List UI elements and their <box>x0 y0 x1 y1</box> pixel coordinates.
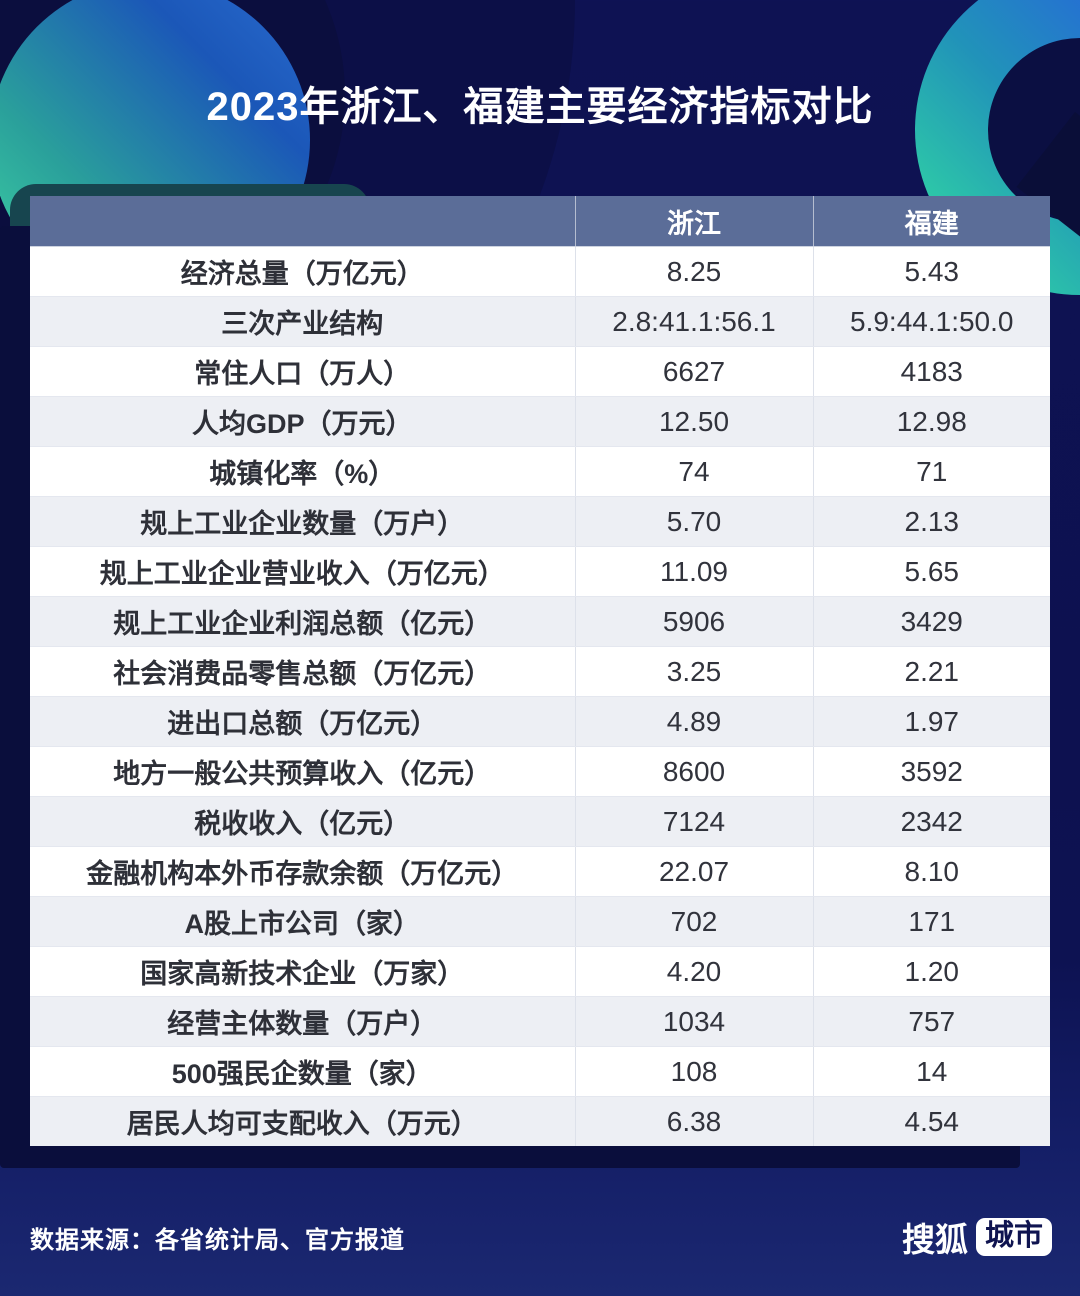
indicator-label: 进出口总额（万亿元） <box>30 696 576 747</box>
header-zhejiang: 浙江 <box>575 196 814 247</box>
fujian-value: 2342 <box>813 796 1050 847</box>
sohu-city-logo: 搜狐 城市 <box>902 1213 1052 1261</box>
fujian-value: 5.43 <box>813 246 1050 297</box>
page-title: 2023年浙江、福建主要经济指标对比 <box>206 85 874 129</box>
table-body: 经济总量（万亿元） 8.25 5.43 三次产业结构 2.8:41.1:56.1 5.9:… <box>30 246 1050 1146</box>
comparison-table-wrapper: 浙江 福建 经济总量（万亿元） 8.25 5.43 三次产业结构 2.8:41.1:56… <box>0 196 1050 1168</box>
table-row: 居民人均可支配收入（万元） 6.38 4.54 <box>30 1096 1050 1146</box>
table-row: 经营主体数量（万户） 1034 757 <box>30 996 1050 1047</box>
zhejiang-value: 11.09 <box>575 546 814 597</box>
fujian-value: 12.98 <box>813 396 1050 447</box>
indicator-label: 规上工业企业数量（万户） <box>30 496 576 547</box>
fujian-value: 71 <box>813 446 1050 497</box>
zhejiang-value: 7124 <box>575 796 814 847</box>
table-row: 进出口总额（万亿元） 4.89 1.97 <box>30 696 1050 747</box>
table-row: 城镇化率（%） 74 71 <box>30 446 1050 497</box>
table-row: 地方一般公共预算收入（亿元） 8600 3592 <box>30 746 1050 797</box>
zhejiang-value: 3.25 <box>575 646 814 697</box>
zhejiang-value: 6627 <box>575 346 814 397</box>
zhejiang-value: 4.20 <box>575 946 814 997</box>
table-row: 三次产业结构 2.8:41.1:56.1 5.9:44.1:50.0 <box>30 296 1050 347</box>
table-row: A股上市公司（家） 702 171 <box>30 896 1050 947</box>
indicator-label: 规上工业企业利润总额（亿元） <box>30 596 576 647</box>
indicator-label: 城镇化率（%） <box>30 446 576 497</box>
fujian-value: 8.10 <box>813 846 1050 897</box>
fujian-value: 5.65 <box>813 546 1050 597</box>
fujian-value: 2.13 <box>813 496 1050 547</box>
indicator-label: 500强民企数量（家） <box>30 1046 576 1097</box>
comparison-table: 浙江 福建 经济总量（万亿元） 8.25 5.43 三次产业结构 2.8:41.1:56… <box>30 196 1050 1146</box>
header-fujian: 福建 <box>813 196 1050 247</box>
zhejiang-value: 108 <box>575 1046 814 1097</box>
table-row: 国家高新技术企业（万家） 4.20 1.20 <box>30 946 1050 997</box>
indicator-label: 金融机构本外币存款余额（万亿元） <box>30 846 576 897</box>
indicator-label: 税收收入（亿元） <box>30 796 576 847</box>
table-row: 税收收入（亿元） 7124 2342 <box>30 796 1050 847</box>
zhejiang-value: 702 <box>575 896 814 947</box>
indicator-label: 规上工业企业营业收入（万亿元） <box>30 546 576 597</box>
footer: 数据来源：各省统计局、官方报道 搜狐 城市 <box>30 1208 1052 1266</box>
table-header-row: 浙江 福建 <box>30 196 1050 247</box>
indicator-label: 人均GDP（万元） <box>30 396 576 447</box>
indicator-label: 地方一般公共预算收入（亿元） <box>30 746 576 797</box>
zhejiang-value: 4.89 <box>575 696 814 747</box>
indicator-label: 常住人口（万人） <box>30 346 576 397</box>
table-row: 规上工业企业营业收入（万亿元） 11.09 5.65 <box>30 546 1050 597</box>
fujian-value: 14 <box>813 1046 1050 1097</box>
fujian-value: 4.54 <box>813 1096 1050 1146</box>
zhejiang-value: 5.70 <box>575 496 814 547</box>
table-row: 社会消费品零售总额（万亿元） 3.25 2.21 <box>30 646 1050 697</box>
zhejiang-value: 74 <box>575 446 814 497</box>
table-row: 规上工业企业利润总额（亿元） 5906 3429 <box>30 596 1050 647</box>
sohu-logo-text: 搜狐 <box>901 1221 968 1258</box>
indicator-label: 国家高新技术企业（万家） <box>30 946 576 997</box>
fujian-value: 2.21 <box>813 646 1050 697</box>
zhejiang-value: 6.38 <box>575 1096 814 1146</box>
indicator-label: 居民人均可支配收入（万元） <box>30 1096 576 1146</box>
zhejiang-value: 5906 <box>575 596 814 647</box>
fujian-value: 1.20 <box>813 946 1050 997</box>
indicator-label: A股上市公司（家） <box>30 896 576 947</box>
indicator-label: 社会消费品零售总额（万亿元） <box>30 646 576 697</box>
table-row: 规上工业企业数量（万户） 5.70 2.13 <box>30 496 1050 547</box>
zhejiang-value: 8600 <box>575 746 814 797</box>
table-row: 人均GDP（万元） 12.50 12.98 <box>30 396 1050 447</box>
zhejiang-value: 8.25 <box>575 246 814 297</box>
fujian-value: 171 <box>813 896 1050 947</box>
indicator-label: 经营主体数量（万户） <box>30 996 576 1047</box>
fujian-value: 3592 <box>813 746 1050 797</box>
table-row: 经济总量（万亿元） 8.25 5.43 <box>30 246 1050 297</box>
fujian-value: 4183 <box>813 346 1050 397</box>
fujian-value: 3429 <box>813 596 1050 647</box>
indicator-label: 经济总量（万亿元） <box>30 246 576 297</box>
indicator-label: 三次产业结构 <box>30 296 576 347</box>
header-indicator <box>30 196 576 247</box>
table-row: 500强民企数量（家） 108 14 <box>30 1046 1050 1097</box>
zhejiang-value: 12.50 <box>575 396 814 447</box>
fujian-value: 5.9:44.1:50.0 <box>813 296 1050 347</box>
zhejiang-value: 22.07 <box>575 846 814 897</box>
fujian-value: 1.97 <box>813 696 1050 747</box>
zhejiang-value: 2.8:41.1:56.1 <box>575 296 814 347</box>
data-source-text: 数据来源：各省统计局、官方报道 <box>30 1226 405 1254</box>
table-row: 常住人口（万人） 6627 4183 <box>30 346 1050 397</box>
zhejiang-value: 1034 <box>575 996 814 1047</box>
fujian-value: 757 <box>813 996 1050 1047</box>
city-logo-badge: 城市 <box>975 1218 1052 1256</box>
table-row: 金融机构本外币存款余额（万亿元） 22.07 8.10 <box>30 846 1050 897</box>
